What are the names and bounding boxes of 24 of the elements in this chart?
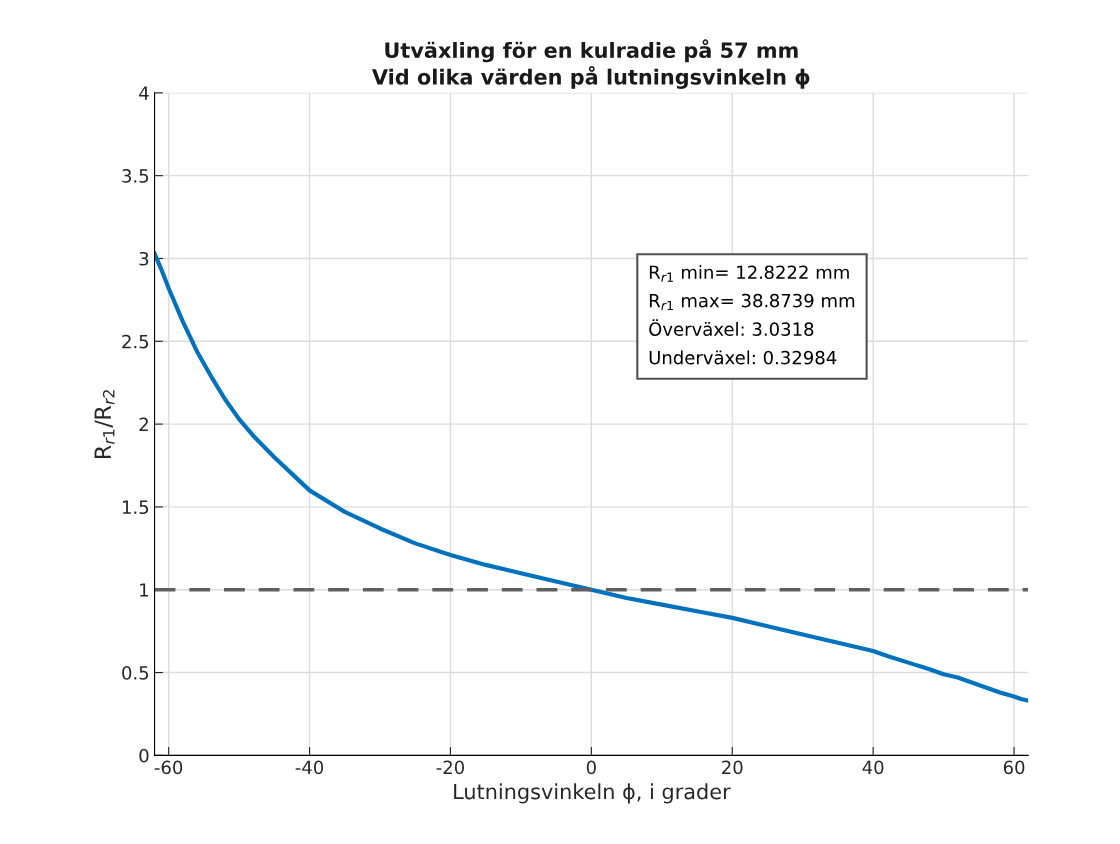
y-tick-label: 2 — [139, 417, 148, 431]
y-tick-label: 2.5 — [122, 334, 149, 349]
x-tick-label: 40 — [862, 760, 884, 775]
annotation: Överväxel: 3.0318 — [649, 319, 814, 336]
y-tick-label: 1.5 — [122, 500, 149, 515]
x-tick-label: -40 — [295, 760, 324, 775]
y-tick-label: 1 — [140, 583, 149, 597]
x-tick-label: 20 — [722, 760, 743, 775]
y-axis-title: R$_{r1}$/R$_{r2}$ — [94, 390, 115, 459]
line-series — [154, 251, 1029, 703]
y-tick-label: 0.5 — [122, 666, 149, 680]
y-tick-label: 4 — [139, 86, 149, 100]
x-tick-label: 60 — [1003, 760, 1025, 775]
y-tick-label: 0 — [139, 748, 149, 763]
x-tick-label: -60 — [154, 760, 183, 775]
annotation: R$_{r1}$ max= 38.8739 mm — [649, 293, 855, 311]
x-tick-label: -20 — [436, 760, 464, 775]
chart-title: Utväxling för en kulradie på 57 mm Vid olika värden på lutningsvinkeln ϕ — [371, 39, 810, 89]
y-tick-label: 3.5 — [122, 169, 149, 183]
y-tick-label: 3 — [139, 251, 149, 266]
x-tick-label: 0 — [586, 760, 596, 775]
annotation: R$_{r1}$ min= 12.8222 mm — [649, 265, 849, 282]
x-axis-title: Lutningsvinkeln ϕ, i grader — [454, 783, 731, 804]
annotation: Underväxel: 0.32984 — [649, 350, 837, 365]
